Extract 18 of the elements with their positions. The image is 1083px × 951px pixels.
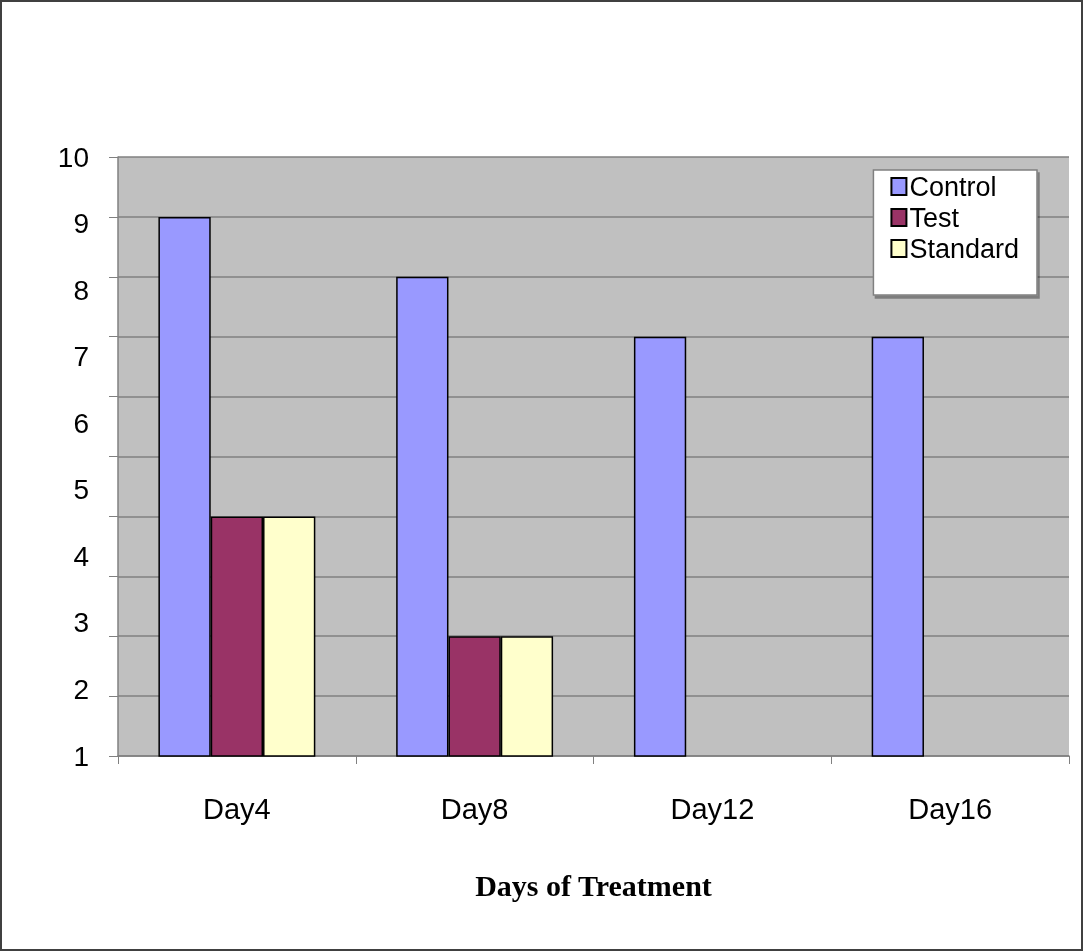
legend-label: Control bbox=[909, 171, 997, 202]
y-tick-label: 2 bbox=[73, 673, 89, 705]
x-tick-label: Day16 bbox=[908, 792, 993, 825]
legend-label: Test bbox=[909, 202, 960, 233]
x-tick-label: Day12 bbox=[670, 792, 755, 825]
y-tick-label: 4 bbox=[73, 540, 89, 572]
y-tick-label: 8 bbox=[73, 274, 89, 306]
y-tick-label: 3 bbox=[73, 607, 89, 639]
x-tick-label: Day8 bbox=[440, 792, 509, 825]
y-tick-label: 7 bbox=[73, 341, 89, 373]
y-tick-label: 9 bbox=[73, 208, 89, 240]
y-tick-label: 10 bbox=[57, 141, 89, 173]
x-tick-label: Day4 bbox=[203, 792, 271, 825]
legend-label: Standard bbox=[909, 233, 1020, 264]
x-axis-title: Days of Treatment bbox=[475, 868, 712, 902]
y-tick-label: 5 bbox=[73, 474, 89, 506]
y-tick-label: 1 bbox=[73, 740, 89, 772]
y-tick-label: 6 bbox=[73, 407, 89, 439]
